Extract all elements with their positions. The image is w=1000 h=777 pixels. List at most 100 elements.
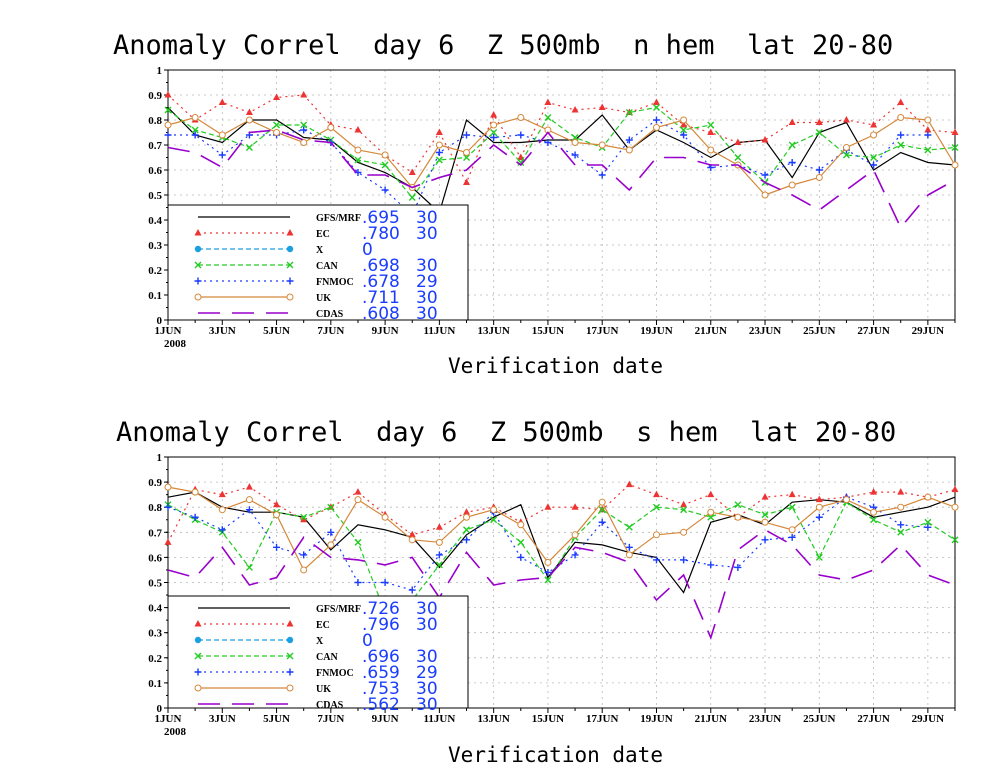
- series-cdas: [167, 129, 956, 229]
- data-point: [870, 154, 878, 161]
- legend-marker: [286, 229, 294, 236]
- x-axis-label: Verification date: [448, 354, 663, 378]
- series-line: [167, 501, 956, 614]
- x-tick-label: 25JUN: [803, 325, 835, 337]
- legend-entry-cdas: CDAS .608 30: [198, 304, 438, 324]
- y-tick-label: 0.1: [148, 290, 162, 302]
- data-point: [951, 536, 959, 544]
- legend-marker: [194, 261, 202, 269]
- series-ec: [164, 91, 959, 185]
- data-point: [788, 503, 796, 511]
- data-point: [517, 153, 525, 160]
- data-point: [408, 194, 416, 201]
- data-point: [300, 91, 308, 98]
- x-tick-label: 27JUN: [857, 713, 889, 725]
- legend-label: EC: [316, 620, 330, 631]
- data-point: [625, 109, 633, 116]
- y-tick-label: 1: [157, 65, 163, 77]
- data-point: [652, 104, 660, 111]
- data-point: [734, 138, 742, 145]
- data-point: [544, 576, 552, 584]
- data-point: [191, 488, 199, 496]
- data-point: [218, 490, 226, 498]
- data-point: [734, 501, 742, 509]
- data-point: [815, 503, 823, 511]
- legend-count: 29: [416, 663, 438, 683]
- legend-stat: .726: [362, 599, 400, 619]
- chart-panel-1: Anomaly Correl day 6 Z 500mb n hem lat 2…: [113, 30, 959, 378]
- series-line: [167, 491, 956, 594]
- legend-stat: .711: [362, 288, 400, 308]
- data-point: [707, 121, 715, 129]
- legend-label: CDAS: [316, 700, 344, 711]
- data-point: [490, 121, 498, 129]
- series-gfs-mrf: [167, 107, 956, 214]
- data-point: [273, 500, 281, 508]
- data-point: [354, 579, 362, 586]
- data-point: [897, 528, 905, 536]
- data-point: [897, 131, 905, 139]
- data-point: [191, 126, 199, 134]
- x-year-label: 2008: [164, 726, 187, 738]
- x-tick-label: 21JUN: [695, 325, 727, 337]
- legend-entry-gfs-mrf: GFS/MRF .695 30: [198, 208, 438, 228]
- legend-label: GFS/MRF: [316, 604, 361, 615]
- data-point: [544, 503, 552, 510]
- legend-marker: [286, 245, 294, 253]
- data-point: [924, 518, 932, 526]
- y-tick-label: 0.5: [148, 578, 162, 590]
- data-point: [245, 506, 253, 514]
- legend-marker: [286, 652, 294, 660]
- data-point: [652, 98, 660, 105]
- data-point: [463, 131, 471, 139]
- y-tick-label: 0: [157, 315, 163, 327]
- data-point: [544, 568, 552, 576]
- data-point: [951, 161, 959, 169]
- data-point: [761, 136, 769, 143]
- legend-count: 30: [416, 615, 438, 635]
- legend-marker: [286, 261, 294, 269]
- data-point: [571, 134, 579, 141]
- y-axis: 0 0.1 0.2 0.3 0.4 0.5 0.6 0.7 0.8 0.9 1: [148, 65, 168, 327]
- legend-stat: 0: [362, 240, 373, 260]
- legend-marker: [194, 620, 202, 627]
- data-point: [517, 521, 525, 529]
- data-point: [680, 121, 688, 128]
- x-tick-label: 17JUN: [586, 713, 618, 725]
- data-point: [273, 129, 281, 136]
- data-point: [680, 116, 688, 124]
- data-point: [164, 131, 172, 139]
- legend-label: CAN: [316, 261, 338, 272]
- data-point: [598, 141, 606, 149]
- legend-stat: .608: [362, 304, 400, 324]
- data-point: [191, 513, 199, 521]
- data-point: [408, 168, 416, 175]
- data-point: [761, 511, 769, 519]
- data-point: [354, 538, 362, 546]
- x-tick-label: 3JUN: [209, 325, 236, 337]
- legend-stat: .659: [362, 663, 400, 683]
- legend-label: EC: [316, 229, 330, 240]
- data-point: [897, 114, 905, 121]
- legend-marker: [194, 684, 202, 692]
- data-point: [218, 131, 226, 139]
- legend-label: FNMOC: [316, 277, 354, 288]
- data-point: [680, 506, 688, 514]
- x-tick-label: 27JUN: [857, 325, 889, 337]
- legend-label: UK: [316, 684, 331, 695]
- data-point: [435, 523, 443, 530]
- data-point: [680, 500, 688, 508]
- data-point: [707, 508, 715, 516]
- legend-marker: [286, 293, 294, 301]
- x-tick-label: 9JUN: [372, 325, 399, 337]
- data-point: [842, 144, 850, 151]
- series-can: [164, 104, 959, 201]
- data-point: [463, 149, 471, 156]
- data-point: [245, 563, 253, 571]
- y-tick-label: 0.8: [148, 502, 162, 514]
- legend-marker: [194, 652, 202, 660]
- data-point: [463, 178, 471, 185]
- data-point: [218, 506, 226, 514]
